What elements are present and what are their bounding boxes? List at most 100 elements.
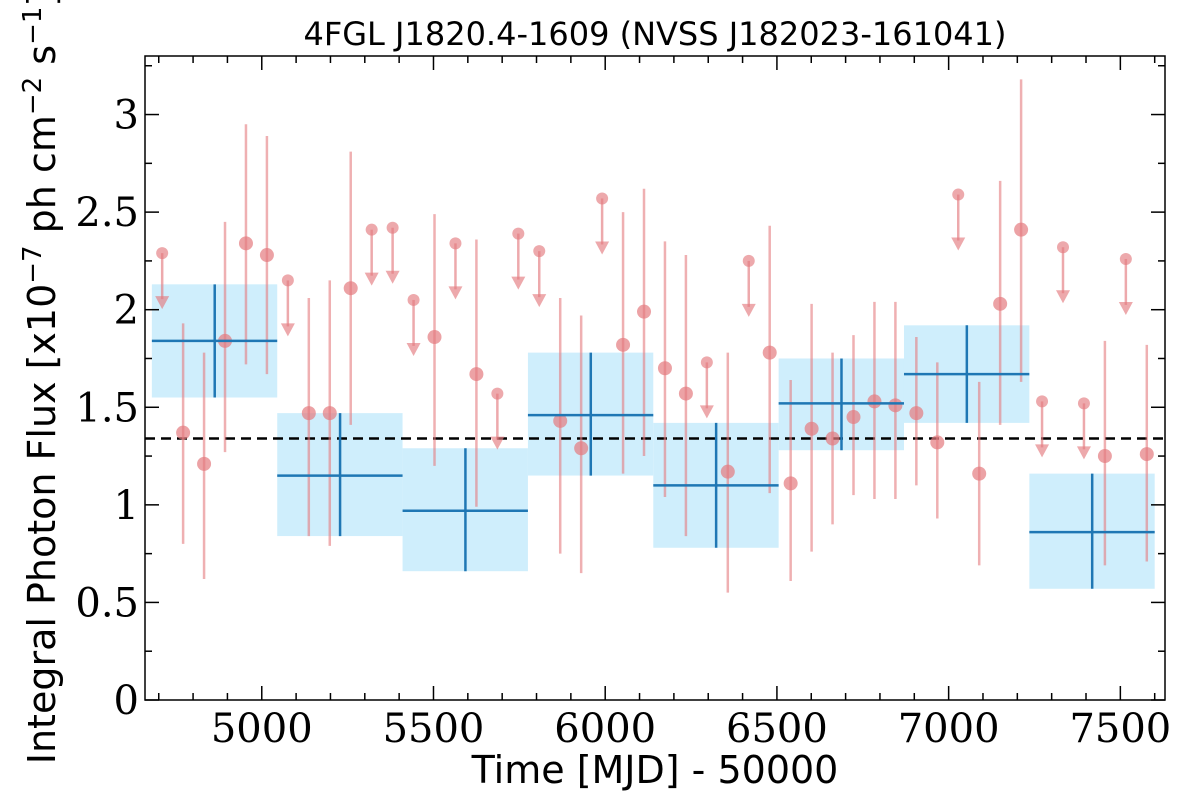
flux-marker	[238, 236, 253, 251]
upper-limit-marker	[700, 356, 713, 369]
flux-marker	[469, 367, 484, 382]
flux-point	[678, 255, 693, 537]
flux-point	[238, 124, 253, 365]
upper-limit-arrowhead	[385, 270, 400, 284]
flux-point	[909, 337, 924, 486]
bin-point	[903, 325, 1030, 423]
flux-point	[762, 225, 777, 494]
flux-marker	[574, 441, 589, 456]
y-tick-label: 3	[114, 93, 139, 139]
upper-limit-marker	[491, 387, 504, 400]
flux-marker	[657, 361, 672, 376]
upper-limit-point	[385, 221, 400, 284]
flux-marker	[259, 248, 274, 263]
flux-point	[301, 297, 316, 537]
flux-point	[657, 241, 672, 498]
upper-limit-marker	[386, 221, 399, 234]
x-tick-label: 5000	[211, 706, 313, 752]
upper-limit-point	[155, 247, 170, 310]
flux-point	[553, 297, 568, 554]
flux-point	[993, 180, 1008, 425]
upper-limit-arrowhead	[741, 303, 756, 317]
flux-point	[469, 239, 484, 507]
flux-point	[218, 221, 233, 453]
upper-limit-arrowhead	[490, 436, 505, 450]
upper-limit-point	[951, 188, 966, 251]
upper-limit-marker	[1077, 397, 1090, 410]
flux-marker	[867, 394, 882, 409]
flux-marker	[1139, 447, 1154, 462]
flux-marker	[909, 406, 924, 421]
upper-limit-arrowhead	[595, 241, 610, 255]
y-tick-label: 1	[114, 483, 139, 529]
axes-frame	[144, 55, 1166, 701]
flux-point	[930, 362, 945, 519]
flux-point	[1014, 79, 1029, 382]
upper-limit-marker	[156, 247, 169, 260]
chart-title: 4FGL J1820.4-1609 (NVSS J182023-161041)	[303, 15, 1006, 53]
upper-limit-point	[741, 254, 756, 317]
upper-limit-arrowhead	[532, 294, 547, 308]
flux-marker	[197, 456, 212, 471]
flux-point	[176, 323, 191, 544]
bin-point	[653, 422, 779, 548]
upper-limit-point	[511, 227, 526, 290]
flux-point	[720, 352, 735, 593]
upper-limit-point	[699, 356, 714, 419]
x-tick-label: 6500	[726, 706, 828, 752]
bin-point	[778, 358, 904, 451]
flux-point	[616, 212, 631, 474]
upper-limit-arrowhead	[699, 405, 714, 419]
upper-limit-arrowhead	[364, 272, 379, 286]
upper-limit-point	[406, 293, 421, 356]
flux-point	[825, 352, 840, 525]
flux-marker	[616, 337, 631, 352]
flux-marker	[678, 386, 693, 401]
upper-limit-arrowhead	[511, 276, 526, 290]
flux-marker	[176, 425, 191, 440]
flux-point	[574, 315, 589, 574]
upper-limit-marker	[952, 188, 965, 201]
upper-limit-marker	[512, 227, 525, 240]
flux-marker	[993, 296, 1008, 311]
flux-point	[783, 379, 798, 581]
flux-marker	[804, 421, 819, 436]
upper-limit-point	[1035, 395, 1050, 458]
flux-point	[322, 280, 337, 546]
flux-marker	[972, 466, 987, 481]
upper-limit-point	[1118, 252, 1133, 315]
flux-point	[637, 188, 652, 457]
upper-limit-marker	[742, 254, 755, 267]
x-tick-label: 6000	[554, 706, 656, 752]
flux-marker	[825, 431, 840, 446]
flux-point	[888, 301, 903, 499]
upper-limit-marker	[449, 237, 462, 250]
upper-limit-arrowhead	[448, 286, 463, 300]
flux-marker	[846, 410, 861, 425]
x-tick-label: 7000	[898, 706, 1000, 752]
upper-limit-marker	[365, 223, 378, 236]
flux-point	[1097, 340, 1112, 566]
flux-point	[804, 303, 819, 552]
flux-marker	[930, 435, 945, 450]
upper-limit-marker	[1057, 241, 1069, 254]
axis-ticks	[145, 56, 1165, 701]
bin-point	[277, 413, 403, 537]
upper-limit-marker	[1119, 252, 1132, 265]
y-tick-label: 0.5	[75, 580, 139, 626]
upper-limit-arrowhead	[1035, 444, 1050, 458]
upper-limit-arrowhead	[1056, 290, 1070, 304]
axis-tick-labels: 5000 5500 6000 6500 7000 7500 0 0.5 1 1.5 2 2.5 3	[75, 93, 1171, 752]
flux-marker	[888, 398, 903, 413]
plot-area	[145, 79, 1165, 593]
flux-marker	[783, 476, 798, 491]
upper-limit-arrowhead	[1118, 301, 1133, 315]
x-axis-label: Time [MJD] - 50000	[471, 748, 839, 792]
flux-point	[259, 136, 274, 375]
upper-limit-point	[280, 274, 295, 337]
y-axis-label: Integral Photon Flux [x10−7 ph cm−2 s−1]	[18, 0, 64, 764]
upper-limit-point	[595, 192, 610, 255]
upper-limit-marker	[281, 274, 294, 287]
bin-point	[402, 448, 528, 572]
